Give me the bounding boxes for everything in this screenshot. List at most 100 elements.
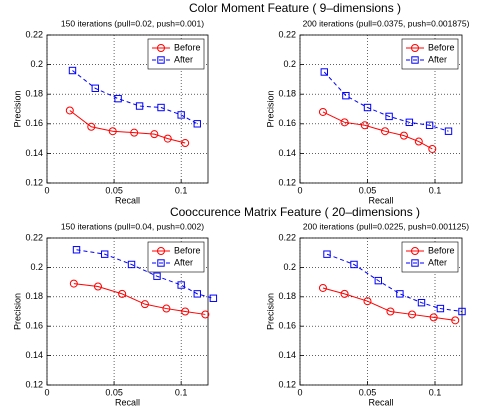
- marker: [429, 313, 438, 322]
- marker: [108, 127, 117, 136]
- suptitle: Cooccurence Matrix Feature ( 20–dimensio…: [170, 205, 420, 219]
- marker: [153, 272, 161, 280]
- legend-marker: [411, 44, 419, 52]
- marker: [209, 294, 218, 302]
- marker: [140, 300, 149, 309]
- marker: [405, 118, 414, 127]
- marker: [69, 279, 78, 288]
- marker: [177, 111, 185, 119]
- marker: [374, 276, 383, 285]
- x-tick-label: 0.05: [105, 185, 123, 195]
- marker: [72, 246, 81, 254]
- legend-label: Before: [174, 245, 201, 255]
- subplot-title: 150 iterations (pull=0.04, push=0.002): [61, 221, 204, 231]
- y-tick-label: 0.22: [278, 29, 296, 39]
- x-axis-label: Recall: [115, 397, 140, 407]
- marker: [396, 290, 404, 298]
- marker: [414, 137, 423, 146]
- legend-box: [401, 241, 459, 273]
- legend-label: Before: [174, 42, 201, 52]
- marker: [408, 310, 417, 319]
- marker: [130, 128, 139, 137]
- series-line: [322, 287, 456, 321]
- marker: [381, 127, 390, 136]
- marker: [342, 91, 350, 100]
- legend-label: Before: [428, 245, 455, 255]
- marker: [135, 102, 144, 110]
- y-tick-label: 0.14: [25, 148, 43, 158]
- marker: [127, 260, 136, 269]
- y-tick-label: 0.2: [30, 59, 43, 69]
- x-tick-label: 0: [44, 387, 49, 397]
- legend-marker: [411, 259, 419, 267]
- y-tick-label: 0.2: [283, 59, 296, 69]
- marker: [163, 134, 172, 143]
- marker: [444, 127, 453, 135]
- marker: [100, 250, 109, 258]
- marker: [65, 106, 74, 115]
- y-tick-label: 0.18: [25, 89, 43, 99]
- marker: [340, 118, 349, 127]
- marker: [114, 94, 122, 103]
- y-tick-label: 0.16: [25, 118, 43, 128]
- x-axis-label: Recall: [368, 397, 393, 407]
- x-axis-label: Recall: [368, 195, 393, 205]
- y-tick-label: 0.22: [25, 29, 43, 39]
- marker: [93, 282, 102, 291]
- marker: [399, 131, 408, 140]
- legend-label: After: [174, 54, 193, 64]
- marker: [68, 66, 77, 75]
- marker: [323, 250, 331, 258]
- y-axis-label: Precision: [265, 293, 275, 330]
- y-axis-label: Precision: [12, 90, 22, 127]
- x-tick-label: 0: [297, 185, 302, 195]
- marker: [193, 290, 201, 298]
- x-tick-label: 0: [297, 387, 302, 397]
- marker: [150, 130, 159, 139]
- y-tick-label: 0.12: [278, 379, 296, 389]
- series-line: [76, 249, 214, 299]
- series-line: [326, 253, 463, 312]
- y-tick-label: 0.2: [283, 262, 296, 272]
- marker: [193, 120, 201, 128]
- marker: [386, 307, 395, 316]
- legend-box: [147, 241, 205, 273]
- marker: [425, 121, 434, 129]
- marker: [363, 297, 372, 306]
- marker: [181, 139, 190, 148]
- subplot-title: 150 iterations (pull=0.02, push=0.001): [61, 18, 204, 28]
- y-axis-label: Precision: [265, 90, 275, 127]
- x-tick-label: 0.05: [359, 387, 377, 397]
- legend-label: After: [428, 257, 447, 267]
- series-line: [73, 283, 206, 315]
- suptitle: Color Moment Feature ( 9–dimensions ): [189, 1, 401, 15]
- marker: [91, 84, 99, 92]
- y-tick-label: 0.18: [278, 291, 296, 301]
- y-tick-label: 0.12: [25, 177, 43, 187]
- y-tick-label: 0.2: [30, 262, 43, 272]
- marker: [360, 121, 369, 130]
- marker: [318, 283, 327, 292]
- marker: [118, 289, 127, 298]
- series-line: [69, 110, 186, 144]
- y-tick-label: 0.12: [278, 177, 296, 187]
- axes-frame: [46, 34, 209, 184]
- x-axis-label: Recall: [115, 195, 140, 205]
- legend-marker: [157, 44, 165, 52]
- x-tick-label: 0.1: [175, 185, 188, 195]
- marker: [458, 307, 466, 316]
- x-tick-label: 0.05: [105, 387, 123, 397]
- legend-label: After: [174, 257, 193, 267]
- marker: [417, 298, 426, 307]
- marker: [201, 310, 210, 319]
- marker: [428, 144, 437, 153]
- marker: [340, 289, 349, 298]
- marker: [162, 304, 171, 313]
- marker: [87, 122, 96, 131]
- series-line: [323, 71, 449, 132]
- y-tick-label: 0.16: [25, 321, 43, 331]
- marker: [320, 68, 329, 76]
- legend-label: After: [428, 54, 447, 64]
- marker: [363, 103, 372, 112]
